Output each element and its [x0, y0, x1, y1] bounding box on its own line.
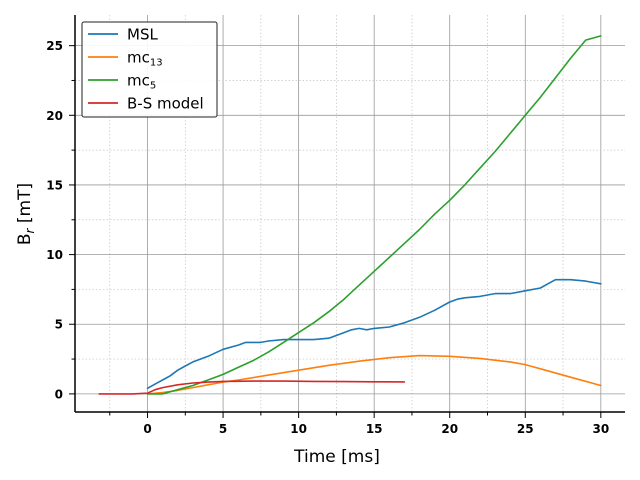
- x-tick-label: 25: [517, 422, 534, 436]
- y-tick-label: 0: [55, 387, 63, 401]
- legend-entry: mc13: [127, 49, 163, 69]
- legend-entry: MSL: [127, 26, 158, 44]
- y-tick-label: 25: [46, 39, 63, 53]
- series-line: [146, 354, 602, 395]
- x-tick-label: 10: [290, 422, 307, 436]
- x-tick-label: 15: [366, 422, 383, 436]
- x-axis-label: Time [ms]: [293, 447, 380, 467]
- tick-marks: 0 5 10 15 20 25 30 0 5 10 15 20 25: [46, 39, 609, 436]
- y-axis-label: Br [mT]: [15, 183, 37, 245]
- legend-entry: B-S model: [127, 95, 204, 113]
- x-tick-label: 20: [441, 422, 458, 436]
- legend-box: [81, 21, 218, 118]
- x-tick-label: 0: [143, 422, 151, 436]
- y-tick-label: 20: [46, 109, 63, 123]
- y-tick-label: 5: [55, 318, 63, 332]
- series-line: [146, 278, 602, 390]
- series-line: [146, 35, 602, 395]
- x-tick-label: 30: [592, 422, 609, 436]
- series-lines: [98, 35, 602, 395]
- axes: [74, 15, 625, 413]
- y-tick-label: 15: [46, 178, 63, 192]
- x-tick-label: 5: [219, 422, 227, 436]
- legend: MSL mc13 mc5 B-S model: [81, 21, 218, 118]
- legend-entry: mc5: [127, 72, 156, 92]
- series-line: [98, 380, 406, 395]
- y-tick-label: 10: [46, 248, 63, 262]
